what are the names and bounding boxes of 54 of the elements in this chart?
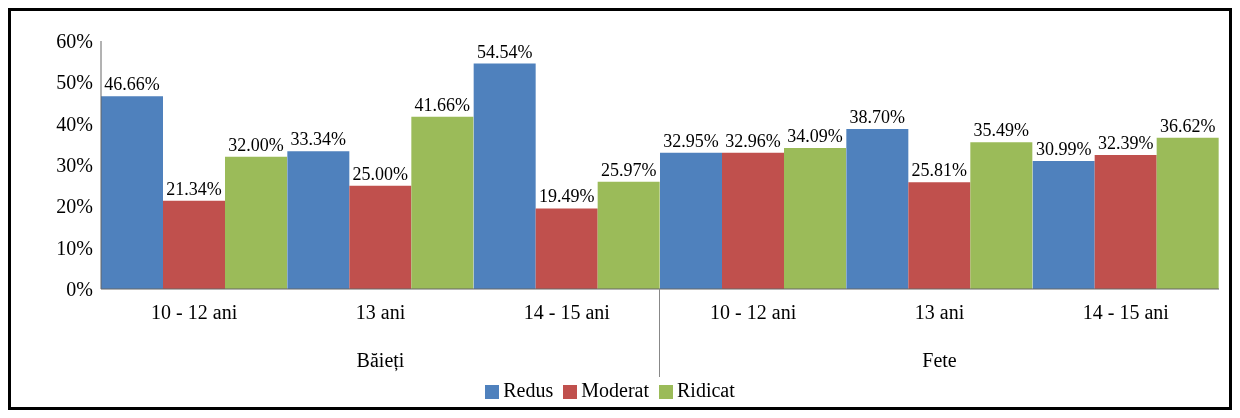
x-tick-label: 10 - 12 ani: [710, 301, 797, 323]
bar: [473, 63, 536, 289]
data-label: 34.09%: [787, 126, 843, 147]
text: Fete: [922, 349, 957, 371]
x-tick-label: 13 ani: [914, 301, 965, 323]
data-label: 25.97%: [600, 159, 657, 180]
bar: [411, 116, 474, 289]
bar: [722, 152, 784, 289]
data-label: 38.70%: [849, 107, 906, 128]
y-tick-label: 50%: [56, 71, 93, 94]
y-tick-label: 20%: [56, 195, 93, 218]
x-tick-label: 10 - 12 ani: [151, 301, 238, 323]
data-label: 32.00%: [228, 134, 284, 155]
x-tick-label: 14 - 15 ani: [523, 301, 611, 323]
y-tick-label: 30%: [56, 154, 93, 177]
legend-label: Redus: [503, 379, 554, 401]
bar: [225, 156, 287, 289]
data-label: 46.66%: [104, 74, 160, 95]
bar: [784, 148, 846, 289]
bar: [846, 129, 909, 289]
data-label: 32.95%: [663, 130, 719, 151]
data-label: 32.39%: [1097, 133, 1154, 154]
y-tick-label: 10%: [56, 236, 93, 259]
bar: [1032, 160, 1095, 289]
data-label: 36.62%: [1159, 115, 1216, 136]
text: Băieți: [356, 349, 405, 372]
bar: [101, 96, 163, 289]
x-tick-label: 13 ani: [355, 301, 406, 323]
data-label: 32.96%: [725, 130, 781, 151]
bar: [1156, 137, 1219, 289]
bar: [349, 185, 412, 289]
y-tick-label: 0%: [66, 278, 93, 301]
data-label: 41.66%: [414, 94, 471, 115]
bar: [597, 181, 660, 289]
x-tick-label: 14 - 15 ani: [1082, 301, 1170, 323]
y-tick-label: 40%: [56, 112, 93, 135]
data-label: 25.00%: [352, 163, 409, 184]
legend-label: Ridicat: [677, 379, 735, 401]
data-label: 35.49%: [973, 120, 1030, 141]
y-tick-label: 60%: [56, 30, 93, 53]
data-label: 33.34%: [290, 129, 347, 150]
data-label: 30.99%: [1035, 138, 1092, 159]
bar: [660, 152, 722, 289]
bar: [970, 142, 1033, 289]
bar: [287, 151, 350, 289]
data-label: 19.49%: [538, 186, 595, 207]
bar: [163, 200, 225, 289]
data-label: 25.81%: [911, 160, 968, 181]
data-label: 54.54%: [476, 41, 533, 62]
legend-label: Moderat: [581, 379, 649, 401]
bar: [1094, 155, 1157, 289]
data-label: 21.34%: [166, 178, 222, 199]
bar: [908, 182, 971, 289]
bar: [535, 208, 598, 289]
